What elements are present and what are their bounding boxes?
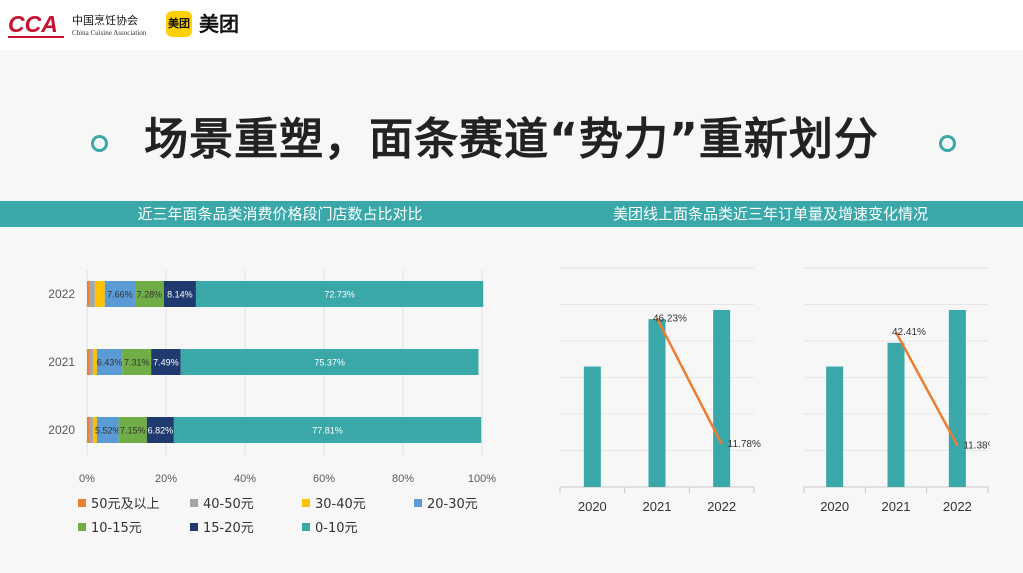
legend-swatch — [78, 523, 86, 531]
bar-segment — [146, 417, 174, 443]
order-bar — [826, 366, 844, 487]
legend-item: 30-40元 — [302, 497, 366, 513]
legend-label: 30-40元 — [315, 497, 366, 512]
stacked-chart-legend: 50元及以上 40-50元 30-40元 20-30元 10-15元 15-20元 0-10… — [78, 497, 498, 545]
x-tick-label: 2022 — [707, 499, 736, 514]
legend-swatch — [190, 523, 198, 531]
x-tick-label: 60% — [313, 473, 335, 485]
right-chart-title: 美团线上面条品类近三年订单量及增速变化情况 — [612, 205, 928, 223]
y-tick-label: 2021 — [48, 355, 75, 369]
meituan-badge: 美团 — [166, 11, 192, 37]
legend-item: 40-50元 — [190, 497, 254, 513]
growth-label: 11.38% — [963, 440, 990, 451]
orders-chart-2: 2020 2021 2022 42.41% 11.38% — [803, 267, 990, 514]
title-right-ring-icon — [939, 135, 956, 152]
order-bar — [583, 366, 601, 487]
bar-segment — [88, 281, 95, 307]
y-tick-label: 2022 — [48, 287, 75, 301]
bar-segment — [87, 281, 89, 307]
stacked-bar-chart: 0% 20% 40% 60% 80% 100% 2020 5.52% 7.15% 6.82% 77.… — [48, 270, 496, 485]
growth-line — [655, 317, 723, 445]
bar-segment — [163, 281, 196, 307]
data-label: 7.31% — [124, 358, 150, 368]
bar-segment — [92, 417, 97, 443]
bar-segment — [118, 417, 147, 443]
legend-item: 0-10元 — [302, 521, 358, 537]
bar-segment — [87, 349, 89, 375]
legend-swatch — [414, 499, 422, 507]
bar-segment — [87, 417, 89, 443]
bar-segment — [94, 281, 105, 307]
data-label: 7.15% — [120, 426, 146, 436]
cca-logo: CCA — [8, 11, 64, 38]
data-label: 6.82% — [148, 426, 174, 436]
legend-item: 10-15元 — [78, 521, 142, 537]
legend-label: 20-30元 — [427, 497, 478, 512]
page-title: 场景重塑，面条赛道“势力”重新划分 — [144, 114, 879, 165]
growth-label: 11.78% — [728, 439, 761, 450]
growth-label: 46.23% — [653, 313, 687, 324]
data-label: 7.66% — [107, 290, 133, 300]
legend-item: 15-20元 — [190, 521, 254, 537]
bar-segment — [92, 349, 97, 375]
cca-name: 中国烹饪协会 — [72, 14, 138, 27]
x-tick-label: 40% — [234, 473, 256, 485]
meituan-name: 美团 — [199, 12, 239, 36]
bar-segment — [180, 349, 479, 375]
legend-swatch — [190, 499, 198, 507]
bar-segment — [96, 417, 119, 443]
order-bar — [648, 319, 666, 487]
data-label: 5.52% — [95, 426, 121, 436]
order-bar — [713, 309, 731, 487]
x-tick-label: 2021 — [882, 499, 911, 514]
x-tick-label: 20% — [155, 473, 177, 485]
legend-label: 15-20元 — [203, 521, 254, 536]
header-bar: CCA 中国烹饪协会 China Cuisine Association 美团 … — [0, 0, 1023, 50]
legend-swatch — [302, 499, 310, 507]
legend-label: 50元及以上 — [91, 497, 160, 512]
data-label: 7.49% — [153, 358, 179, 368]
x-tick-label: 80% — [392, 473, 414, 485]
cca-logo-mark: CCA — [8, 11, 58, 37]
left-chart-title: 近三年面条品类消费价格段门店数占比对比 — [137, 205, 423, 223]
orders-chart-1: 2020 2021 2022 46.23% 11.78% — [559, 267, 761, 514]
legend-swatch — [78, 499, 86, 507]
legend-label: 0-10元 — [315, 521, 358, 536]
order-bar — [948, 309, 966, 487]
data-label: 7.28% — [137, 290, 163, 300]
bar-segment — [173, 417, 482, 443]
data-label: 8.14% — [167, 290, 193, 300]
legend-item: 20-30元 — [414, 497, 478, 513]
bar-segment — [135, 281, 164, 307]
data-label: 75.37% — [314, 358, 345, 368]
bar-segment — [88, 349, 93, 375]
bar-segment — [96, 349, 123, 375]
title-left-ring-icon — [91, 135, 108, 152]
section-band — [0, 201, 1023, 227]
x-tick-label: 2022 — [943, 499, 972, 514]
data-label: 77.81% — [312, 426, 343, 436]
bar-segment — [88, 417, 93, 443]
growth-line — [894, 331, 959, 447]
data-label: 72.73% — [324, 290, 355, 300]
data-label: 6.43% — [97, 358, 123, 368]
cca-name-en: China Cuisine Association — [72, 29, 147, 37]
order-bar — [887, 342, 905, 487]
x-tick-label: 2020 — [820, 499, 849, 514]
bar-segment — [122, 349, 152, 375]
x-tick-label: 100% — [468, 473, 496, 485]
legend-label: 40-50元 — [203, 497, 254, 512]
legend-item: 50元及以上 — [78, 497, 160, 513]
bar-segment — [151, 349, 181, 375]
growth-label: 42.41% — [892, 327, 926, 338]
x-tick-label: 0% — [79, 473, 95, 485]
y-tick-label: 2020 — [48, 423, 75, 437]
legend-swatch — [302, 523, 310, 531]
x-tick-label: 2020 — [578, 499, 607, 514]
bar-segment — [104, 281, 136, 307]
x-tick-label: 2021 — [643, 499, 672, 514]
legend-label: 10-15元 — [91, 521, 142, 536]
bar-segment — [195, 281, 484, 307]
